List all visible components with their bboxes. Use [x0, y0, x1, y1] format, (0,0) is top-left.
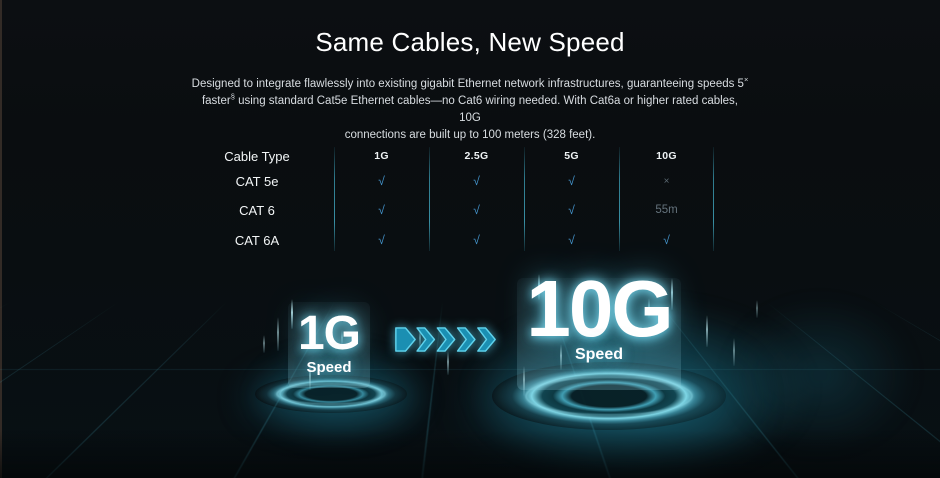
check-icon: √	[378, 203, 385, 217]
check-icon: √	[568, 174, 575, 188]
table-row-cat6: CAT 6 √ √ √ 55m	[180, 194, 714, 226]
description-text: faster	[201, 94, 231, 107]
description-text: using standard Cat5e Ethernet cables—no …	[234, 94, 739, 124]
multiplier-superscript: ×	[743, 74, 749, 84]
check-icon: √	[378, 233, 385, 247]
description-text: Designed to integrate flawlessly into ex…	[191, 77, 744, 90]
light-streak	[523, 366, 525, 396]
cable-speed-table: Cable Type 1G 2.5G 5G 10G CAT 5e √ √ √ ×…	[180, 144, 714, 254]
check-icon: √	[378, 174, 385, 188]
10g-speed-label: 10G Speed	[500, 264, 698, 364]
distance-limit-value: 55m	[655, 204, 678, 216]
section-description: Designed to integrate flawlessly into ex…	[190, 74, 750, 144]
check-icon: √	[473, 174, 480, 188]
row-label: CAT 6A	[234, 232, 280, 248]
description-line-3: connections are built up to 100 meters (…	[344, 128, 596, 141]
column-header-2-5g: 2.5G	[464, 150, 489, 162]
column-divider	[524, 147, 525, 251]
description-line-1: Designed to integrate flawlessly into ex…	[190, 74, 750, 93]
chevrons-right-icon	[395, 327, 496, 352]
check-icon: √	[568, 233, 575, 247]
light-streak	[756, 300, 758, 318]
row-label: CAT 6	[239, 202, 275, 218]
table-header-row: Cable Type 1G 2.5G 5G 10G	[180, 144, 714, 168]
1g-speed-label: 1G Speed	[264, 307, 394, 377]
column-divider	[713, 147, 714, 251]
section-title: Same Cables, New Speed	[315, 27, 625, 57]
light-streak	[706, 315, 708, 347]
column-header-cable-type: Cable Type	[224, 148, 290, 164]
10g-value: 10G	[526, 264, 673, 353]
check-icon: √	[568, 203, 575, 217]
row-label: CAT 5e	[235, 173, 279, 189]
column-divider	[334, 147, 335, 251]
check-icon: √	[663, 233, 670, 247]
cross-icon: ×	[663, 175, 670, 187]
column-divider	[429, 147, 430, 251]
column-divider	[619, 147, 620, 251]
column-header-5g: 5G	[564, 150, 579, 162]
light-streak	[447, 351, 449, 375]
1g-speed-caption: Speed	[306, 359, 352, 376]
column-header-10g: 10G	[656, 150, 677, 162]
check-icon: √	[473, 203, 480, 217]
1g-value: 1G	[297, 307, 361, 360]
light-streak	[733, 338, 735, 366]
description-line-2: faster§ using standard Cat5e Ethernet ca…	[190, 92, 750, 127]
check-icon: √	[473, 233, 480, 247]
column-header-1g: 1G	[374, 150, 389, 162]
table-row-cat5e: CAT 5e √ √ √ ×	[180, 168, 714, 194]
